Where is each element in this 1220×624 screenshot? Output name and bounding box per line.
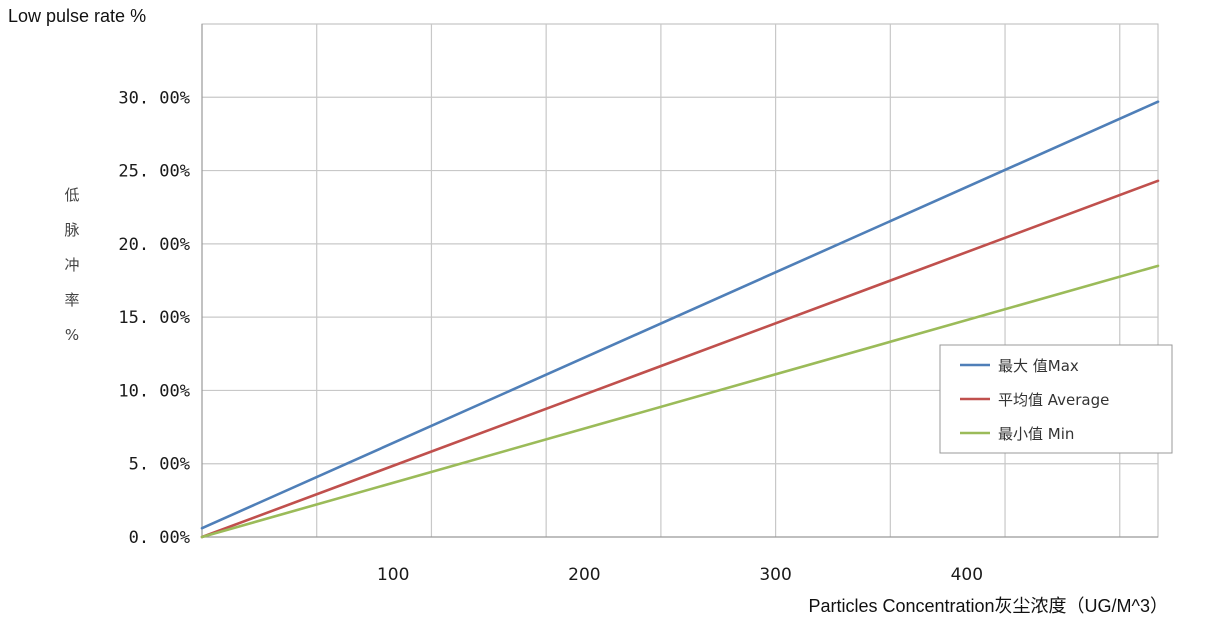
legend-entry: 平均值 Average bbox=[998, 391, 1109, 409]
plot-area bbox=[201, 23, 1159, 538]
y-axis-label-char: 低 bbox=[64, 186, 79, 204]
y-axis-label-char: 率 bbox=[64, 291, 79, 309]
x-axis-label: Particles Concentration灰尘浓度（UG/M^3） bbox=[808, 596, 1168, 616]
legend-entry: 最大 值Max bbox=[998, 357, 1079, 375]
x-tick-label: 100 bbox=[377, 565, 409, 585]
y-tick-label: 15. 00% bbox=[118, 308, 190, 328]
y-tick-label: 25. 00% bbox=[118, 162, 190, 182]
y-tick-label: 10. 00% bbox=[118, 381, 190, 401]
y-axis-label-char: 脉 bbox=[64, 221, 79, 239]
y-tick-label: 0. 00% bbox=[129, 528, 190, 548]
x-tick-label: 400 bbox=[951, 565, 983, 585]
chart-title: Low pulse rate % bbox=[8, 6, 146, 26]
series-line bbox=[200, 100, 1160, 530]
y-tick-label: 30. 00% bbox=[118, 88, 190, 108]
axes: 0. 00% 5. 00% 10. 00% 15. 00% 20. 00% 25. 00%… bbox=[118, 24, 1158, 585]
y-axis-label-char: % bbox=[65, 326, 79, 344]
y-tick-label: 20. 00% bbox=[118, 235, 190, 255]
series-lines bbox=[200, 100, 1160, 539]
legend-entry: 最小值 Min bbox=[998, 425, 1074, 443]
y-axis-label-char: 冲 bbox=[64, 256, 79, 274]
series-line bbox=[200, 179, 1160, 539]
series-line bbox=[200, 264, 1160, 539]
x-tick-label: 200 bbox=[568, 565, 600, 585]
legend: 最大 值Max 平均值 Average 最小值 Min bbox=[939, 344, 1173, 454]
x-tick-label: 300 bbox=[759, 565, 791, 585]
y-tick-label: 5. 00% bbox=[129, 455, 190, 475]
